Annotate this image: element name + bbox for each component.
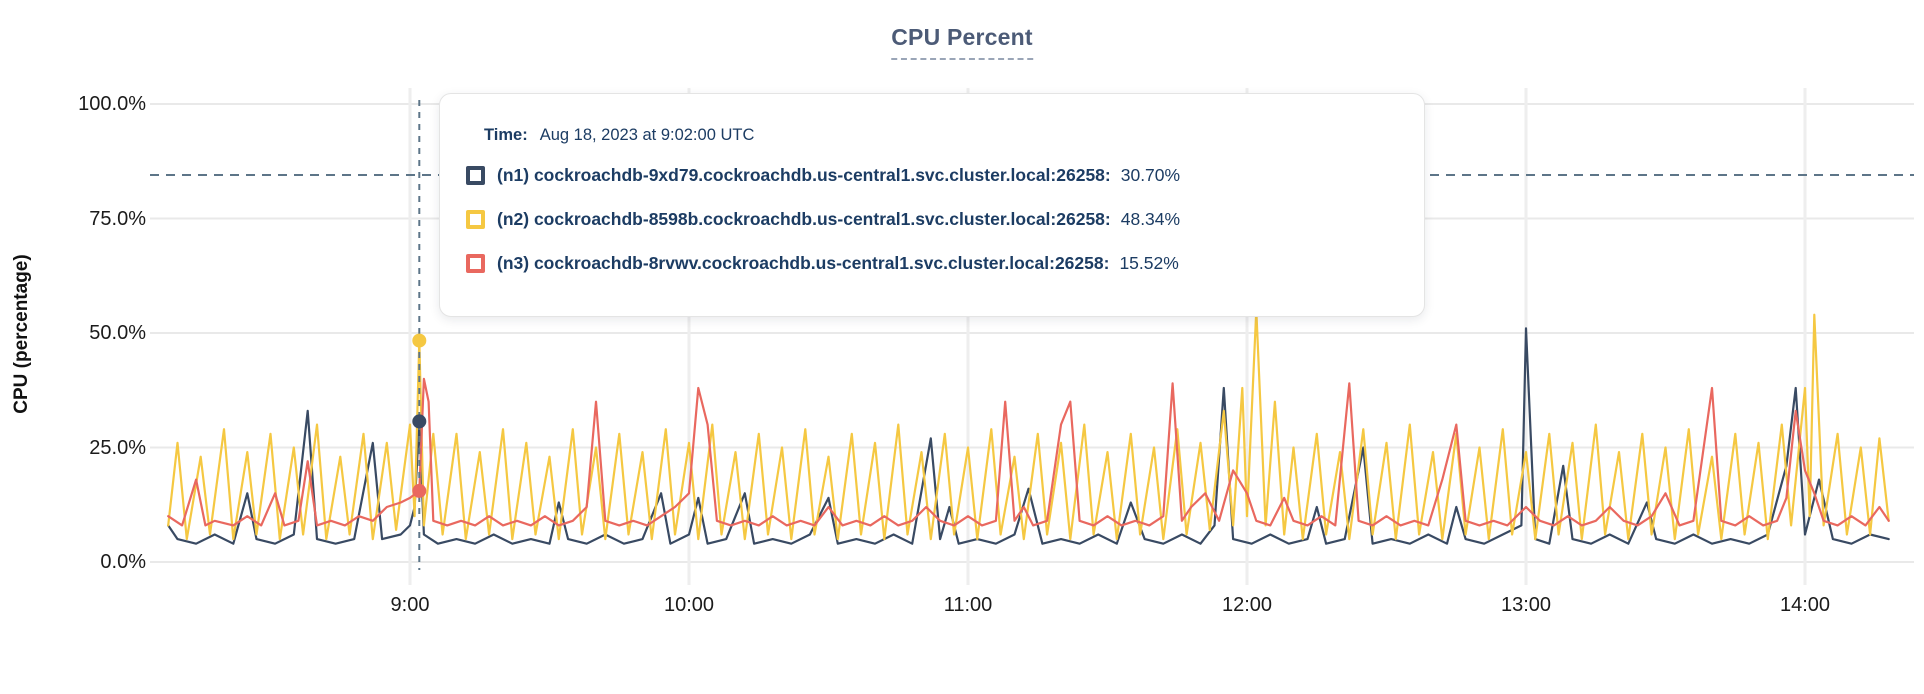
tooltip-series-name: (n3) cockroachdb-8rvwv.cockroachdb.us-ce… bbox=[497, 253, 1110, 273]
tooltip-series-name: (n1) cockroachdb-9xd79.cockroachdb.us-ce… bbox=[497, 165, 1111, 185]
tooltip-series-row-n2: (n2) cockroachdb-8598b.cockroachdb.us-ce… bbox=[466, 209, 1396, 230]
x-tick-label: 14:00 bbox=[1779, 594, 1831, 616]
series-marker-n2-icon bbox=[466, 210, 485, 229]
tooltip-series-name: (n2) cockroachdb-8598b.cockroachdb.us-ce… bbox=[497, 209, 1111, 229]
chart-hover-tooltip: Time: Aug 18, 2023 at 9:02:00 UTC (n1) co… bbox=[439, 93, 1425, 317]
tooltip-time-label: Time: bbox=[484, 126, 528, 144]
tooltip-series-row-n3: (n3) cockroachdb-8rvwv.cockroachdb.us-ce… bbox=[466, 253, 1396, 274]
tooltip-time-value: Aug 18, 2023 at 9:02:00 UTC bbox=[539, 126, 755, 144]
x-tick-label: 9:00 bbox=[390, 594, 430, 616]
tooltip-series-value: 48.34% bbox=[1120, 209, 1181, 229]
hover-dot-n1 bbox=[412, 414, 427, 429]
y-tick-label: 100.0% bbox=[78, 93, 146, 115]
y-tick-label: 50.0% bbox=[89, 322, 146, 344]
y-tick-label: 25.0% bbox=[89, 436, 146, 459]
y-tick-label: 0.0% bbox=[100, 551, 146, 573]
x-tick-label: 13:00 bbox=[1500, 594, 1552, 616]
tooltip-series-value: 15.52% bbox=[1119, 253, 1179, 273]
x-tick-label: 11:00 bbox=[943, 594, 993, 616]
y-tick-label: 75.0% bbox=[89, 207, 146, 230]
hover-dot-n2 bbox=[412, 333, 427, 348]
x-tick-label: 12:00 bbox=[1221, 594, 1273, 616]
tooltip-series-rows: (n1) cockroachdb-9xd79.cockroachdb.us-ce… bbox=[462, 165, 1396, 274]
hover-dot-n3 bbox=[412, 483, 427, 498]
series-marker-n3-icon bbox=[466, 254, 485, 273]
tooltip-series-row-n1: (n1) cockroachdb-9xd79.cockroachdb.us-ce… bbox=[466, 165, 1396, 186]
series-line-n2 bbox=[167, 309, 1890, 541]
tooltip-series-value: 30.70% bbox=[1120, 165, 1181, 185]
series-line-n3 bbox=[167, 377, 1890, 527]
chart-title[interactable]: CPU Percent bbox=[891, 24, 1033, 60]
tooltip-time-row: Time: Aug 18, 2023 at 9:02:00 UTC bbox=[484, 126, 1396, 145]
series-marker-n1-icon bbox=[466, 166, 485, 185]
x-tick-label: 10:00 bbox=[663, 594, 715, 616]
